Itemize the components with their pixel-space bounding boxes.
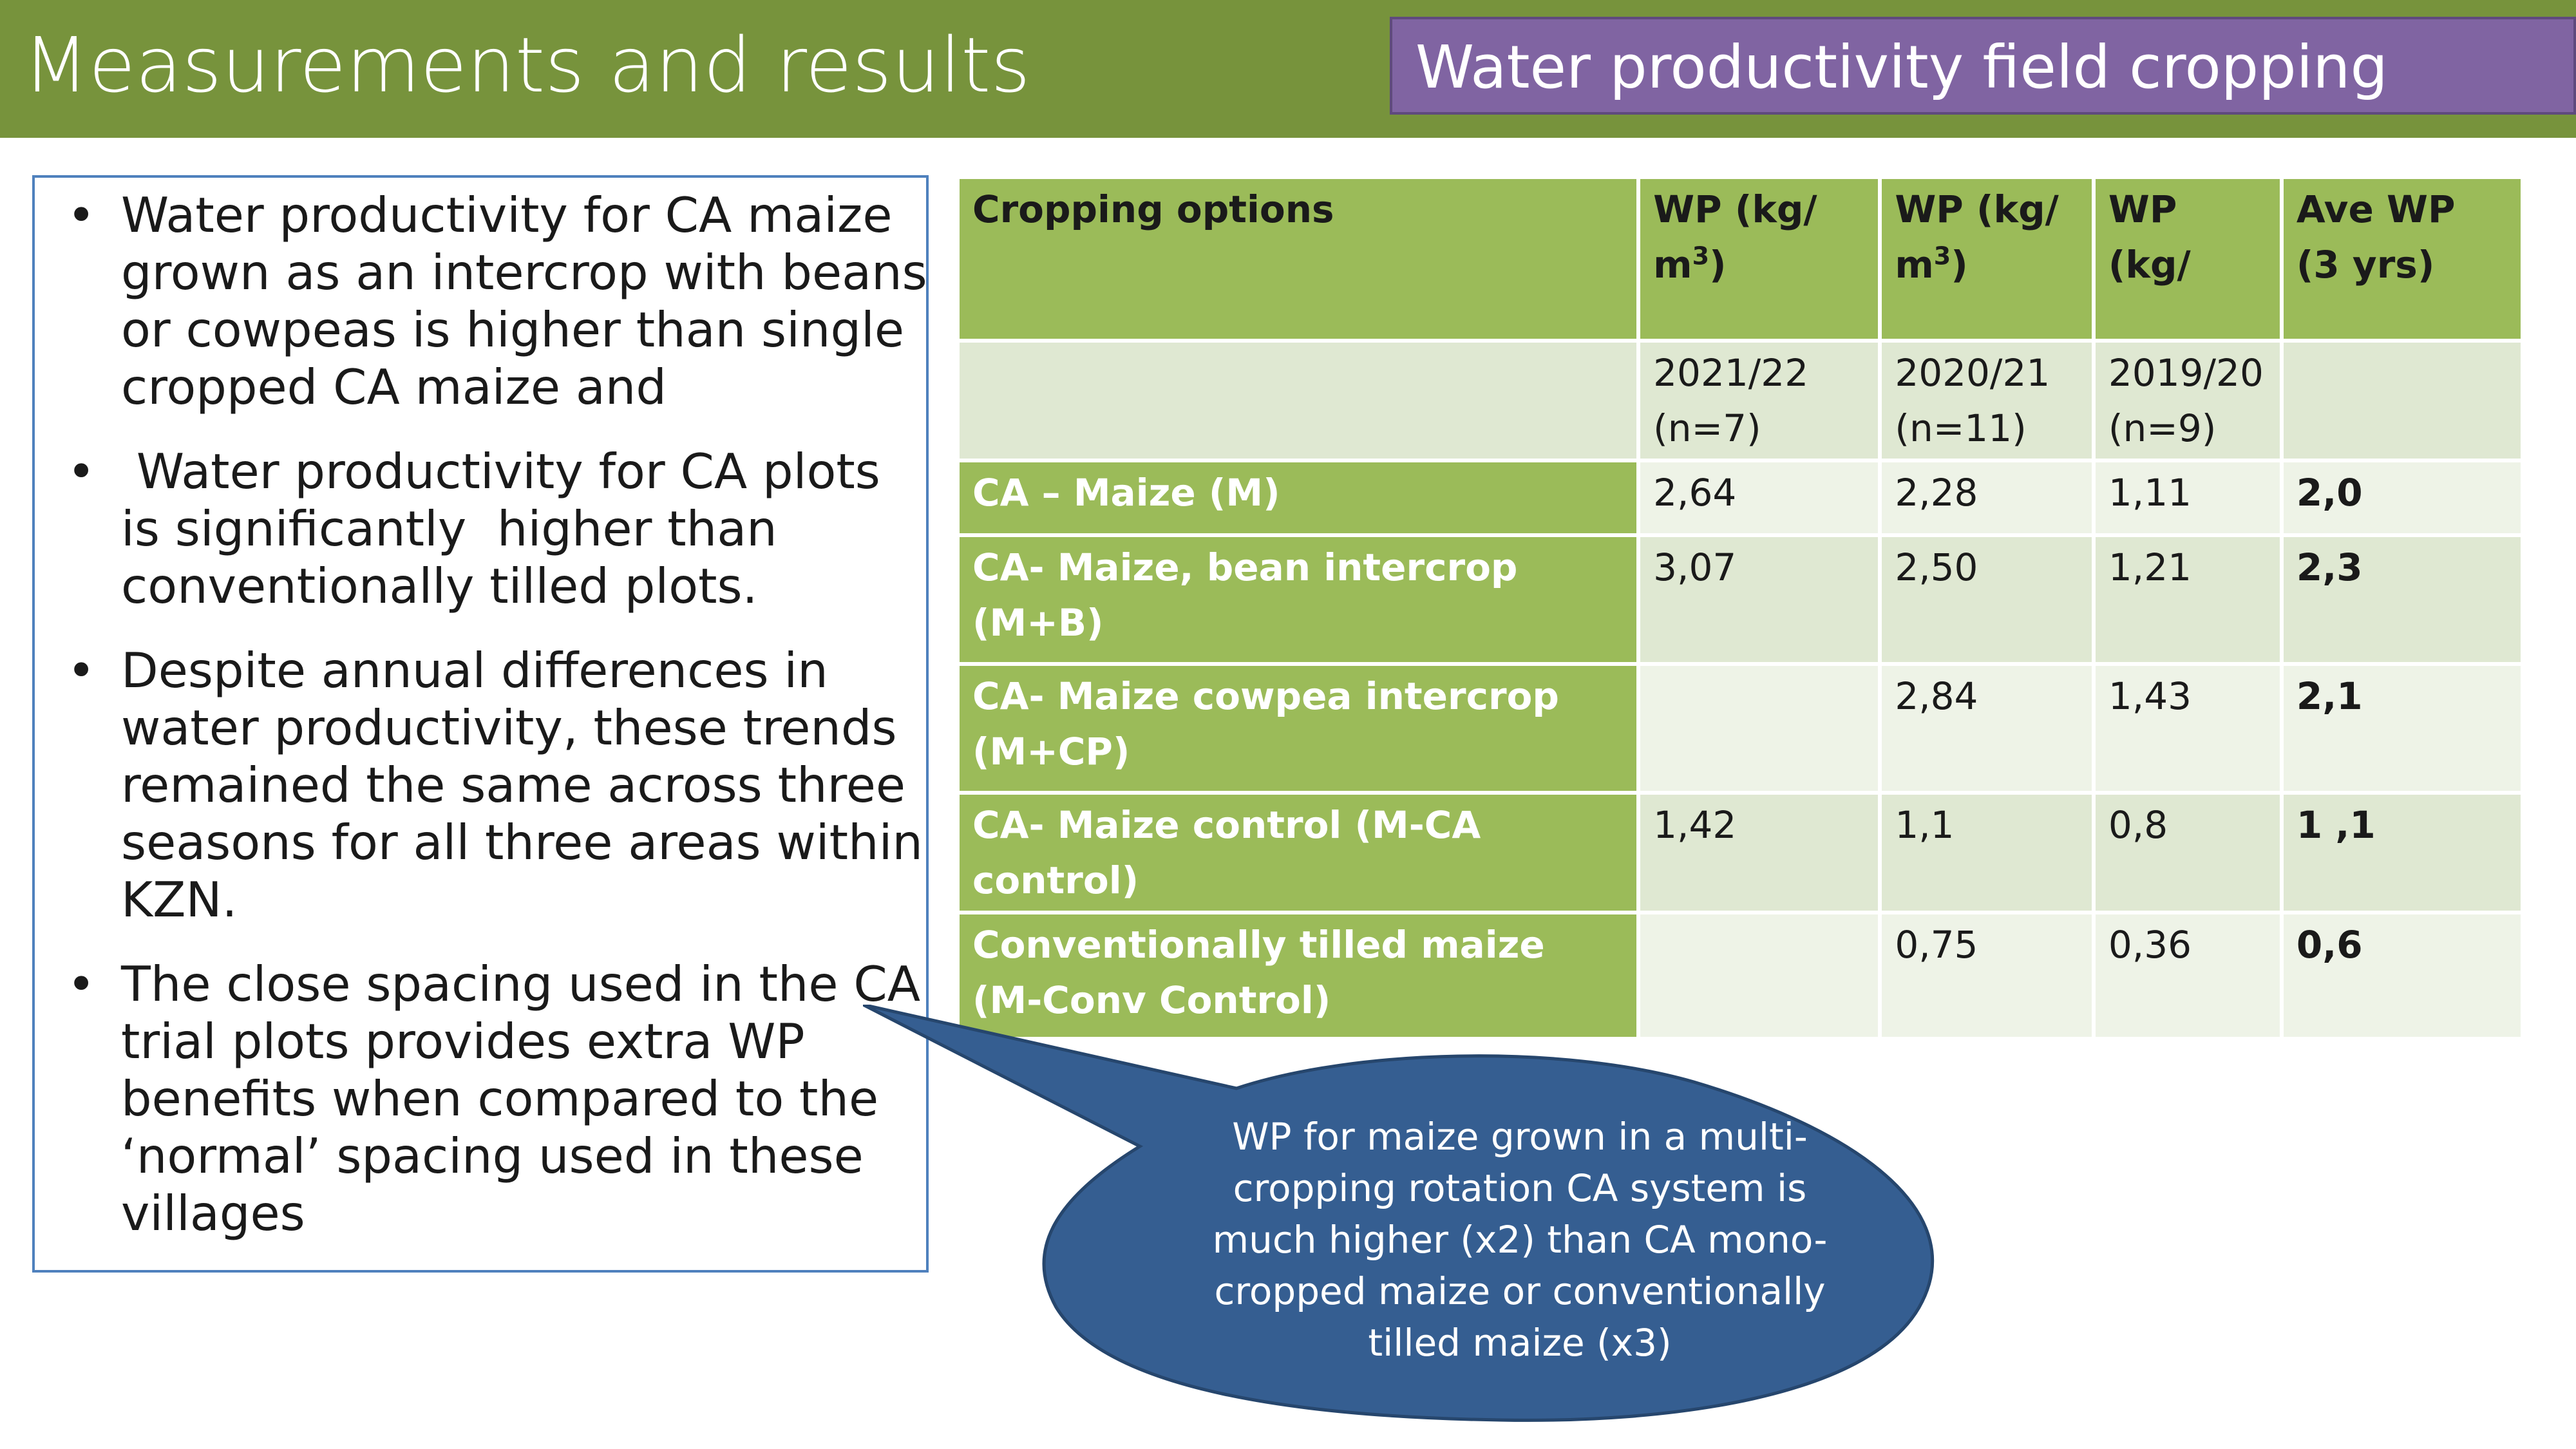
bullets-textbox: • Water productivity for CA maize grown a…	[32, 175, 929, 1273]
row-label: Conventionally tilled maize (M-Conv Cont…	[960, 914, 1637, 1037]
table-row: CA – Maize (M) 2,64 2,28 1,11 2,0	[960, 462, 2521, 533]
table-header-row: Cropping options WP (kg/m3) WP (kg/m3) W…	[960, 179, 2521, 339]
table-cell	[960, 343, 1637, 459]
average-cell: 2,3	[2283, 537, 2521, 662]
table-cell	[1640, 666, 1879, 791]
bullet-icon: •	[67, 956, 96, 1012]
table-row: CA- Maize control (M-CA control) 1,42 1,…	[960, 795, 2521, 911]
subtitle-box: Water productivity field cropping	[1390, 17, 2576, 115]
table-row-seasons: 2021/22 (n=7) 2020/21 (n=11) 2019/20 (n=…	[960, 343, 2521, 459]
average-cell: 1 ,1	[2283, 795, 2521, 911]
table-cell: 2020/21 (n=11)	[1882, 343, 2092, 459]
bullet-item: • Despite annual differences in water pro…	[67, 642, 923, 928]
row-label: CA- Maize, bean intercrop (M+B)	[960, 537, 1637, 662]
table-row: CA- Maize cowpea intercrop (M+CP) 2,84 1…	[960, 666, 2521, 791]
table-cell: 1,21	[2095, 537, 2280, 662]
table-cell: 2,50	[1882, 537, 2092, 662]
table-cell: 2,28	[1882, 462, 2092, 533]
average-cell: 0,6	[2283, 914, 2521, 1037]
callout-shape	[863, 1005, 1934, 1422]
callout-bubble	[863, 1005, 1934, 1422]
bullet-item: • The close spacing used in the CA trial …	[67, 956, 921, 1242]
header-cell: WP (kg/m3)	[1882, 179, 2092, 339]
table-cell: 0,8	[2095, 795, 2280, 911]
header-cell: WP (kg/m3)	[1640, 179, 1879, 339]
header-cell: WP (kg/	[2095, 179, 2280, 339]
table-cell: 1,42	[1640, 795, 1879, 911]
slide-subtitle: Water productivity field cropping	[1416, 33, 2388, 102]
bullet-item: • Water productivity for CA plots is sig…	[67, 443, 896, 614]
table-cell: 1,1	[1882, 795, 2092, 911]
row-label: CA- Maize cowpea intercrop (M+CP)	[960, 666, 1637, 791]
header-cell: Cropping options	[960, 179, 1637, 339]
table-row: Conventionally tilled maize (M-Conv Cont…	[960, 914, 2521, 1037]
table-cell: 2019/20 (n=9)	[2095, 343, 2280, 459]
row-label: CA – Maize (M)	[960, 462, 1637, 533]
table-cell: 3,07	[1640, 537, 1879, 662]
table-cell	[2283, 343, 2521, 459]
table-cell: 2,84	[1882, 666, 2092, 791]
slide-title: Measurements and results	[23, 21, 1030, 109]
average-cell: 2,1	[2283, 666, 2521, 791]
table-cell: 1,11	[2095, 462, 2280, 533]
table-cell: 2021/22 (n=7)	[1640, 343, 1879, 459]
bullet-icon: •	[67, 443, 96, 500]
bullet-list: • Water productivity for CA maize grown a…	[49, 187, 931, 1269]
bullet-icon: •	[67, 642, 96, 699]
table-cell: 2,64	[1640, 462, 1879, 533]
bullet-icon: •	[67, 187, 96, 243]
callout-text: WP for maize grown in a multi-cropping r…	[1212, 1115, 1828, 1365]
table-cell: 1,43	[2095, 666, 2280, 791]
title-bar: Measurements and results Water productiv…	[0, 0, 2576, 138]
row-label: CA- Maize control (M-CA control)	[960, 795, 1637, 911]
table-cell	[1640, 914, 1879, 1037]
bullet-item: • Water productivity for CA maize grown a…	[67, 187, 927, 415]
table-row: CA- Maize, bean intercrop (M+B) 3,07 2,5…	[960, 537, 2521, 662]
header-cell: Ave WP (3 yrs)	[2283, 179, 2521, 339]
table-cell: 0,75	[1882, 914, 2092, 1037]
table-cell: 0,36	[2095, 914, 2280, 1037]
water-productivity-table: Cropping options WP (kg/m3) WP (kg/m3) W…	[956, 175, 2524, 1041]
average-cell: 2,0	[2283, 462, 2521, 533]
